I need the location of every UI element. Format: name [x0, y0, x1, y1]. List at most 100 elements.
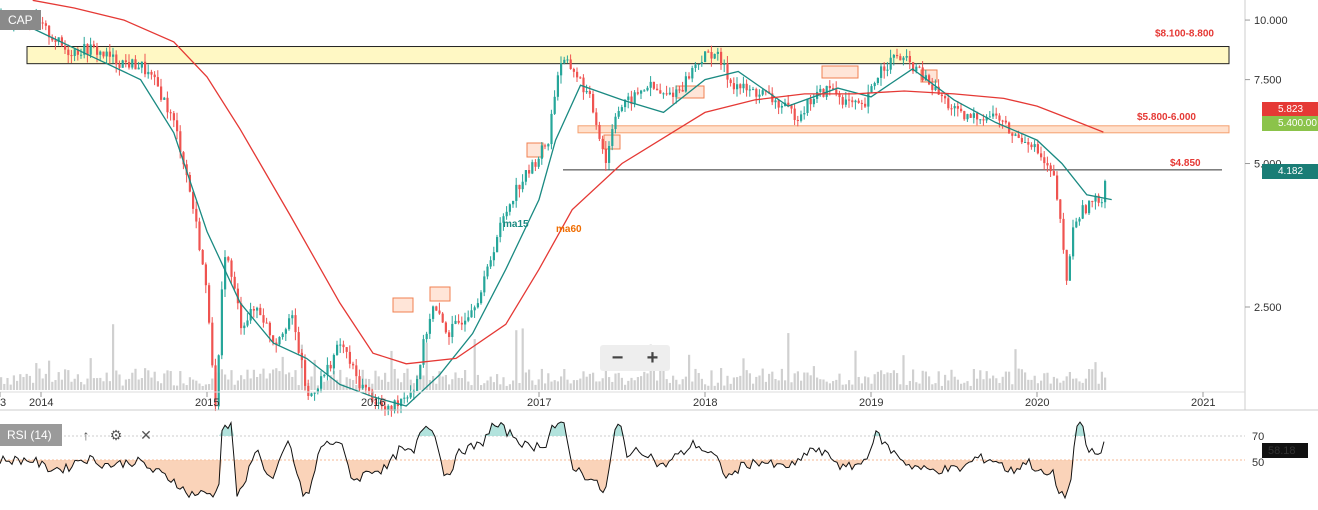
candle-body	[182, 152, 185, 165]
y-tick-label: 10.000	[1254, 15, 1288, 27]
candle-body	[99, 51, 102, 55]
volume-bar	[454, 372, 457, 390]
candle-body	[806, 98, 809, 114]
volume-bar	[665, 379, 668, 390]
volume-bar	[646, 373, 649, 390]
candle-body	[524, 170, 527, 182]
volume-bar	[1040, 380, 1043, 390]
volume-bar	[172, 385, 175, 390]
volume-bar	[832, 381, 835, 390]
volume-bar	[473, 339, 476, 390]
candle-body	[732, 83, 735, 90]
volume-bar	[137, 379, 140, 390]
candle-body	[992, 113, 995, 117]
candle-body	[374, 402, 377, 404]
candle-body	[656, 88, 659, 91]
volume-bar	[508, 384, 511, 390]
volume-bar	[400, 382, 403, 390]
volume-bar	[566, 379, 569, 390]
symbol-badge[interactable]: CAP	[0, 10, 41, 30]
volume-bar	[761, 368, 764, 390]
volume-bar	[870, 383, 873, 390]
zoom-out-button[interactable]: −	[611, 346, 624, 369]
volume-bar	[57, 372, 60, 390]
candle-body	[838, 94, 841, 98]
volume-bar	[931, 384, 934, 390]
candle-body	[617, 111, 620, 117]
candle-body	[364, 384, 367, 388]
volume-bar	[860, 383, 863, 390]
candle-body	[89, 44, 92, 55]
candle-body	[348, 351, 351, 364]
candle-body	[588, 91, 591, 95]
volume-bar	[326, 380, 329, 390]
candle-body	[1084, 205, 1087, 214]
volume-bar	[838, 373, 841, 390]
volume-bar	[713, 385, 716, 390]
volume-bar	[176, 385, 179, 390]
volume-bar	[790, 382, 793, 390]
volume-bar	[582, 371, 585, 390]
arrow-up-icon[interactable]: ↑	[82, 427, 90, 443]
close-icon[interactable]: ✕	[140, 426, 152, 443]
volume-bar	[227, 379, 230, 390]
volume-bar	[668, 382, 671, 390]
candle-body	[828, 85, 831, 89]
candle-body	[211, 322, 214, 366]
volume-bar	[1004, 371, 1007, 390]
volume-bar	[393, 368, 396, 390]
volume-bar	[377, 376, 380, 390]
candle-body	[704, 51, 707, 63]
volume-bar	[1043, 373, 1046, 390]
volume-bar	[1097, 383, 1100, 390]
candle-body	[534, 162, 537, 167]
volume-bar	[208, 384, 211, 390]
volume-bar	[745, 370, 748, 390]
volume-bar	[288, 372, 291, 390]
volume-bar	[793, 373, 796, 390]
candle-body	[102, 51, 105, 57]
volume-bar	[918, 383, 921, 390]
candle-body	[448, 332, 451, 337]
candle-body	[556, 75, 559, 97]
candle-body	[723, 63, 726, 65]
candle-body	[1033, 144, 1036, 148]
candle-body	[614, 116, 617, 130]
volume-bar	[480, 385, 483, 390]
y-tick-label: 2.500	[1254, 302, 1282, 314]
rsi-label[interactable]: RSI (14)	[0, 424, 62, 446]
candle-body	[124, 60, 127, 63]
volume-bar	[412, 383, 415, 390]
volume-bar	[556, 381, 559, 390]
candle-body	[179, 131, 182, 153]
zoom-in-button[interactable]: +	[646, 346, 659, 369]
candle-body	[294, 315, 297, 333]
ma60-price-tag: 5.823	[1262, 102, 1318, 117]
candle-body	[889, 57, 892, 70]
candle-body	[508, 204, 511, 212]
x-tick-label: 3	[0, 397, 6, 409]
candle-body	[67, 49, 70, 56]
candle-body	[214, 365, 217, 407]
candle-body	[505, 211, 508, 217]
candle-body	[1065, 249, 1068, 281]
candle-body	[307, 385, 310, 396]
volume-bar	[579, 378, 582, 390]
volume-bar	[867, 377, 870, 390]
x-tick-label: 2014	[29, 397, 53, 409]
volume-bar	[620, 377, 623, 390]
volume-bar	[915, 382, 918, 390]
volume-bar	[211, 378, 214, 390]
candle-body	[716, 51, 719, 54]
volume-bar	[3, 383, 6, 390]
volume-bar	[675, 379, 678, 390]
volume-bar	[390, 350, 393, 390]
candle-body	[755, 89, 758, 97]
gear-icon[interactable]: ⚙	[109, 426, 123, 443]
volume-bar	[611, 381, 614, 390]
volume-bars	[0, 324, 1107, 390]
candle-body	[947, 98, 950, 109]
volume-bar	[1024, 372, 1027, 390]
candle-body	[672, 92, 675, 97]
